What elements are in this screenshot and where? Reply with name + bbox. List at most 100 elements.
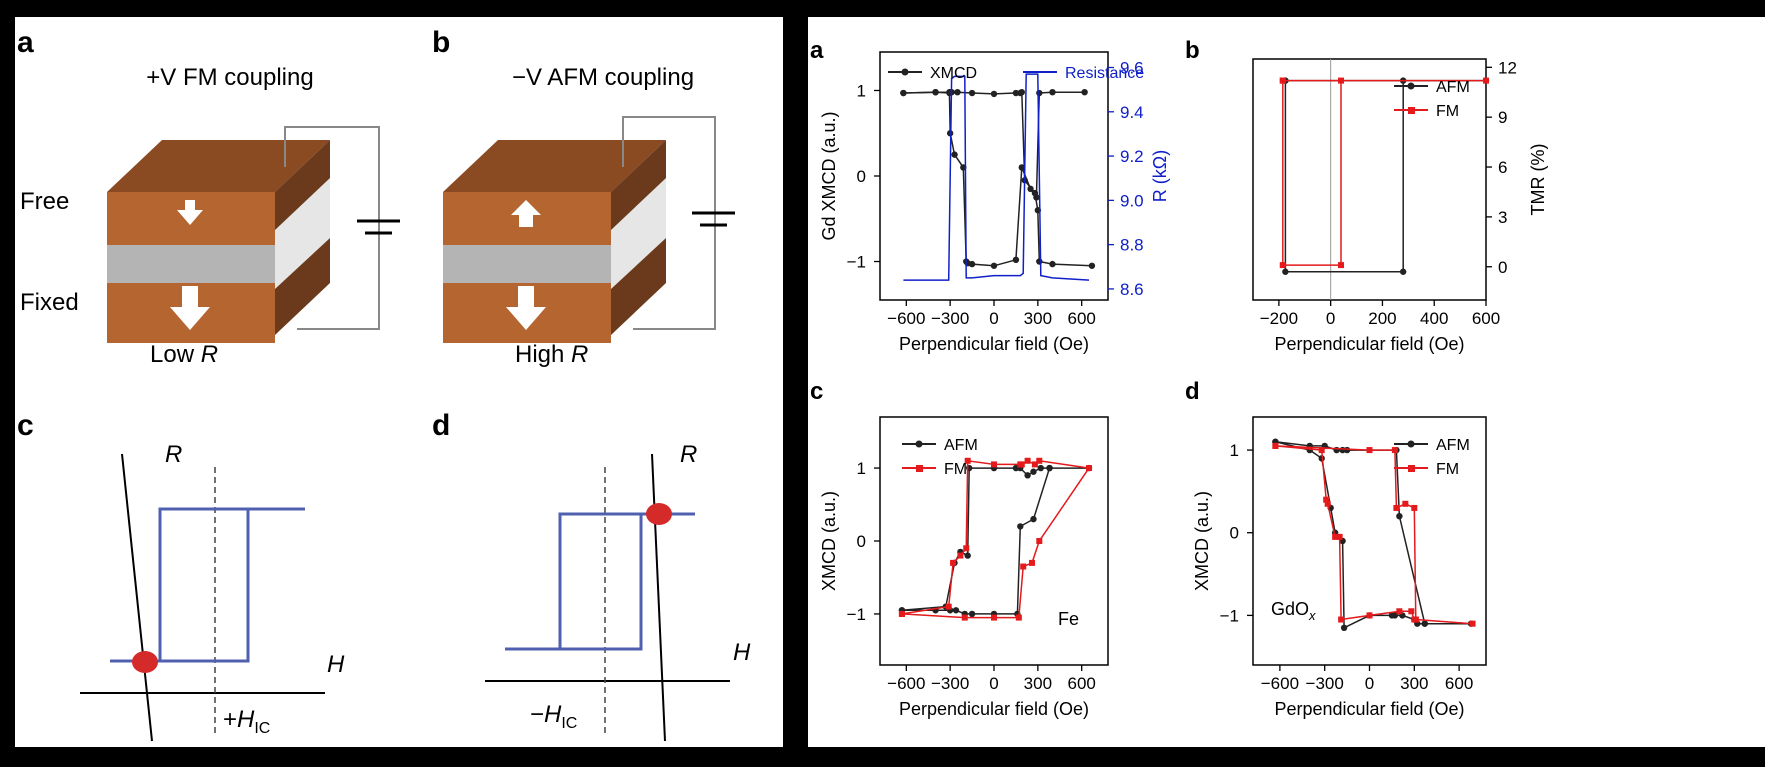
y-tick-label: 0: [857, 532, 866, 551]
x-tick-label: −600: [887, 309, 925, 328]
data-point: [968, 89, 976, 97]
data-point: [1279, 262, 1286, 269]
x-tick-label: 0: [1365, 674, 1374, 693]
y-axis-label: Gd XMCD (a.u.): [819, 111, 839, 240]
data-point: [1332, 533, 1339, 540]
x-tick-label: −300: [1306, 674, 1344, 693]
y-tick-label: −1: [847, 605, 866, 624]
data-point: [1017, 89, 1024, 97]
y2-tick-label: 9.6: [1120, 59, 1144, 78]
data-point: [1339, 446, 1346, 454]
data-point: [1029, 559, 1035, 566]
data-point: [1469, 620, 1476, 627]
data-point: [1402, 500, 1409, 507]
legend-marker: [1408, 465, 1415, 472]
series-fm: [898, 457, 1092, 621]
data-point: [1012, 89, 1020, 97]
data-point: [1037, 464, 1044, 472]
schematic-svg: a +V FM coupling Free Fixed Low R b −V A…: [17, 26, 751, 742]
y-axis-label: XMCD (a.u.): [1192, 491, 1212, 591]
data-point: [990, 262, 998, 269]
field-label-negative: −HIC: [530, 701, 577, 732]
data-point: [1017, 523, 1024, 530]
data-point: [945, 603, 952, 610]
data-point: [1088, 262, 1096, 269]
data-point: [954, 88, 961, 96]
x-axis-label: Perpendicular field (Oe): [1274, 334, 1464, 354]
data-point: [951, 151, 958, 158]
data-point: [1340, 624, 1348, 631]
legend-label-resistance: Resistance: [1065, 65, 1144, 82]
y-tick-label: 1: [857, 81, 866, 100]
x-tick-label: −200: [1260, 309, 1298, 328]
data-point: [1282, 268, 1289, 275]
x-tick-label: 600: [1472, 309, 1500, 328]
legend: AFM FM: [1394, 79, 1470, 120]
x-axis-label: Perpendicular field (Oe): [899, 699, 1089, 719]
panel-b-title: −V AFM coupling: [512, 64, 694, 91]
legend-label-fm: FM: [944, 461, 967, 478]
data-point: [1272, 442, 1279, 449]
axis-r-label: R: [680, 441, 697, 468]
y-tick-label: 0: [1230, 524, 1239, 543]
data-point: [1036, 258, 1043, 265]
series-resistance: [903, 73, 1090, 281]
data-point: [1324, 500, 1331, 507]
panel-letter-b: b: [432, 26, 450, 59]
data-point: [1421, 620, 1428, 627]
x-tick-label: 200: [1368, 309, 1396, 328]
data-point: [1031, 189, 1039, 197]
x-tick-label: −300: [931, 309, 969, 328]
x-tick-label: −600: [887, 674, 925, 693]
y2-tick-label: 6: [1498, 158, 1507, 177]
x-tick-label: 300: [1024, 309, 1052, 328]
y-tick-label: 1: [857, 459, 866, 478]
data-point: [1030, 468, 1037, 475]
data-point: [1015, 614, 1022, 621]
afm-junction-stack: [443, 140, 666, 343]
down-arrow-icon: [177, 200, 203, 225]
data-point: [1318, 447, 1325, 454]
x-tick-label: 0: [989, 309, 998, 328]
battery-circuit: [622, 116, 735, 330]
data-point: [1338, 262, 1345, 269]
data-point: [968, 260, 976, 268]
data-point: [1086, 465, 1092, 472]
data-point: [1391, 447, 1398, 454]
series-xmcd: [900, 88, 1096, 269]
data-point: [1396, 513, 1403, 520]
x-axis-label: Perpendicular field (Oe): [899, 334, 1089, 354]
series-fm: [1279, 77, 1489, 269]
legend-label-afm: AFM: [1436, 79, 1470, 96]
legend-label-xmcd: XMCD: [930, 65, 977, 82]
y2-tick-label: 8.6: [1120, 280, 1144, 299]
legend-label-fm: FM: [1436, 103, 1459, 120]
data-point: [1036, 89, 1043, 97]
chart-a: a −600 −300 0 300 600 Perpendicular field (Oe)…: [810, 37, 1170, 354]
annotation-label: GdOx: [1271, 599, 1316, 623]
y-tick-label: −1: [847, 253, 866, 272]
chart-c: c −600 −300 0 300 600 Perpendicular field (Oe)…: [810, 378, 1109, 719]
data-point: [1024, 472, 1031, 479]
chart-letter: c: [810, 378, 823, 405]
legend-marker: [901, 68, 909, 76]
panel-letter-d: d: [432, 409, 450, 442]
down-arrow-icon: [506, 286, 546, 330]
y2-tick-label: 12: [1498, 58, 1517, 77]
y2-tick-label: 9.0: [1120, 191, 1144, 210]
data-point: [1411, 504, 1418, 511]
y2-tick-label: 8.8: [1120, 236, 1144, 255]
legend: AFM FM: [1394, 437, 1470, 478]
data-point: [1036, 457, 1043, 464]
data-point: [950, 559, 957, 566]
chart-panel: a −600 −300 0 300 600 Perpendicular field (Oe)…: [808, 17, 1765, 747]
data-point: [1396, 608, 1403, 615]
data-point: [991, 614, 997, 621]
series-fm: [1272, 442, 1476, 627]
x-tick-label: 600: [1068, 674, 1096, 693]
series-line-fm: [1282, 79, 1486, 266]
data-point: [932, 88, 939, 96]
data-point: [1323, 496, 1330, 503]
data-point: [1049, 88, 1056, 96]
